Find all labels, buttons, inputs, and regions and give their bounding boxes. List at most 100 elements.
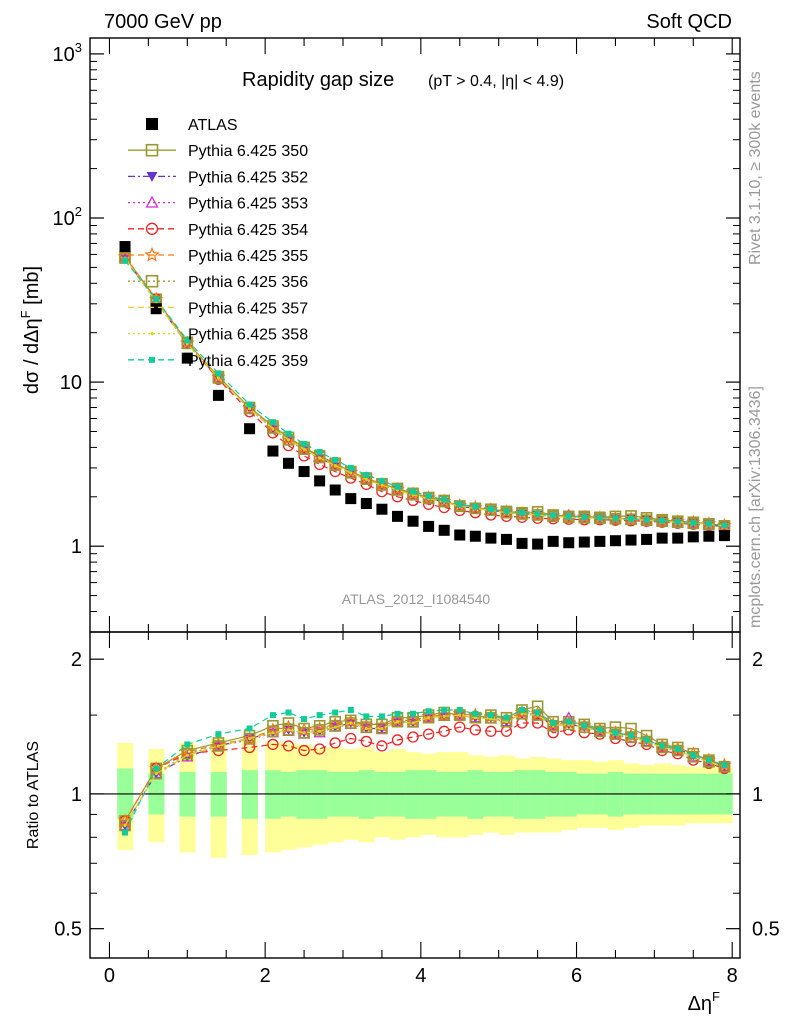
main-point-s359: [363, 471, 370, 478]
ratio-point-s358: [271, 731, 275, 735]
ratio-point-s359: [721, 762, 728, 769]
main-y-axis-title-superscript: F: [18, 310, 33, 318]
ratio-point-s358: [302, 731, 306, 735]
main-point-atlas: [360, 498, 372, 510]
main-point-atlas: [500, 533, 512, 545]
ratio-point-s359: [316, 712, 323, 719]
ratio-point-s358: [504, 720, 509, 724]
ratio-point-s354: [360, 735, 372, 748]
main-point-atlas: [641, 533, 653, 545]
main-point-atlas: [656, 532, 668, 544]
main-point-atlas: [423, 520, 435, 532]
ratio-point-s358: [349, 721, 353, 725]
x-tick-label: 0: [104, 965, 115, 987]
legend-label-s354: Pythia 6.425 354: [188, 222, 308, 239]
ratio-y-axis-title: Ratio to ATLAS: [25, 741, 42, 849]
ratio-point-s356: [625, 731, 637, 743]
main-point-atlas: [181, 352, 193, 364]
analysis-watermark: ATLAS_2012_I1084540: [342, 591, 491, 607]
ratio-point-s359: [581, 722, 588, 729]
legend-label-s356: Pythia 6.425 356: [188, 274, 308, 291]
main-point-s356: [453, 500, 466, 512]
ratio-point-s354: [485, 725, 497, 737]
ratio-point-s359: [332, 709, 339, 716]
main-point-atlas: [391, 510, 403, 522]
legend-marker-s356: [145, 274, 159, 288]
main-point-s359: [596, 514, 603, 521]
ratio-point-s358: [442, 714, 446, 718]
ratio-y-tick-label: 1: [71, 784, 82, 806]
ratio-point-s358: [318, 729, 322, 733]
ratio-point-s354: [282, 740, 295, 752]
main-point-s359: [721, 522, 728, 529]
main-point-atlas: [212, 389, 224, 401]
main-point-atlas: [345, 493, 357, 505]
main-point-s359: [674, 518, 681, 525]
main-point-s359: [347, 464, 354, 471]
ratio-point-s359: [378, 713, 385, 720]
ratio-point-s359: [487, 712, 494, 719]
ratio-point-s359: [285, 709, 292, 716]
main-point-atlas: [314, 475, 326, 487]
ratio-point-s354: [422, 728, 435, 740]
main-y-tick-label-base: 10: [53, 208, 75, 230]
ratio-y-tick-label: 0.5: [54, 919, 82, 941]
main-point-s358: [247, 406, 252, 411]
main-y-tick-label: 1: [71, 536, 82, 558]
main-point-s359: [269, 419, 276, 426]
ratio-y-tick-label-right: 2: [752, 649, 763, 671]
rivet-version-label: Rivet 3.1.10, ≥ 300k events: [747, 71, 764, 265]
main-point-s359: [705, 520, 712, 527]
ratio-point-s354: [329, 737, 341, 749]
legend-item-s353: Pythia 6.425 353: [128, 196, 308, 213]
header-right-label: Soft QCD: [646, 11, 732, 33]
x-tick-label: 6: [571, 965, 582, 987]
ratio-point-s358: [216, 744, 221, 748]
ratio-point-s359: [519, 706, 526, 713]
x-tick-label: 8: [727, 965, 738, 987]
main-point-s359: [565, 513, 572, 520]
main-y-tick-label: 103: [53, 40, 82, 66]
main-point-atlas: [672, 532, 684, 544]
legend-item-s350: Pythia 6.425 350: [128, 143, 308, 160]
main-point-s359: [612, 515, 619, 522]
main-point-atlas: [267, 445, 279, 457]
ratio-point-s354: [267, 738, 279, 751]
ratio-point-s354: [298, 744, 310, 757]
legend-label-s357: Pythia 6.425 357: [188, 300, 308, 317]
ratio-axes: 0.5 0.5 1 1 2 2 0 2 4 6 8: [54, 631, 780, 987]
main-point-atlas: [283, 457, 295, 469]
main-point-atlas: [244, 423, 256, 435]
ratio-y-tick-label: 2: [71, 649, 82, 671]
main-point-s358: [349, 471, 353, 475]
ratio-point-s358: [520, 712, 524, 716]
ratio-point-s359: [705, 757, 712, 764]
main-point-s358: [318, 456, 322, 460]
ratio-point-s354: [313, 743, 326, 755]
main-point-atlas: [718, 530, 730, 542]
main-point-s359: [690, 519, 697, 526]
ratio-point-s354: [438, 725, 450, 737]
legend-marker-s354: [145, 222, 159, 235]
main-point-atlas: [485, 532, 497, 544]
legend-item-s356: Pythia 6.425 356: [128, 274, 308, 291]
ratio-point-s356: [718, 760, 731, 773]
main-point-s359: [285, 430, 292, 437]
main-point-atlas: [703, 530, 715, 542]
legend-marker-s359: [149, 356, 155, 363]
main-point-s359: [153, 296, 160, 303]
ratio-point-s359: [643, 736, 650, 743]
legend-label-s350: Pythia 6.425 350: [188, 143, 308, 160]
legend-marker-s355: [144, 246, 160, 262]
plot-title: Rapidity gap size: [242, 69, 394, 91]
main-point-s359: [550, 512, 557, 519]
main-y-axis-title: dσ / dΔηF [mb]: [18, 266, 43, 394]
ratio-point-s356: [344, 717, 357, 729]
ratio-point-s358: [411, 721, 415, 725]
ratio-point-s354: [531, 717, 544, 729]
legend-item-s358: Pythia 6.425 358: [128, 327, 308, 344]
ratio-frame: [89, 631, 741, 959]
main-point-s356: [516, 508, 528, 520]
mcplots-reference-label: mcplots.cern.ch [arXiv:1306.3436]: [747, 386, 764, 628]
ratio-point-s359: [472, 710, 479, 717]
